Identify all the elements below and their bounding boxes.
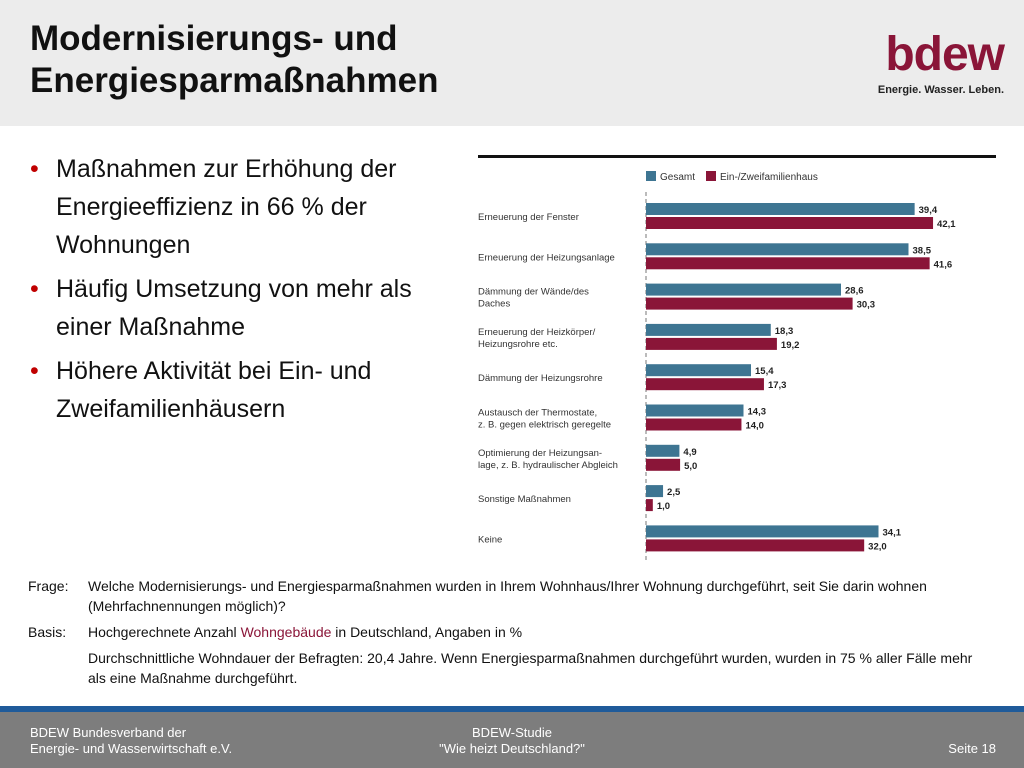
data-label: 28,6	[845, 286, 864, 297]
footer-org-line-1: BDEW Bundesverband der	[30, 725, 187, 740]
logo-tagline: Energie. Wasser. Leben.	[877, 84, 1004, 96]
footer-organization: BDEW Bundesverband der Energie- und Wass…	[30, 725, 232, 757]
title-line-1: Modernisierungs- und	[30, 19, 398, 58]
title-line-2: Energiesparmaßnahmen	[30, 61, 439, 100]
data-label: 41,6	[934, 259, 953, 270]
basis-highlight: Wohngebäude	[240, 624, 332, 640]
bar	[646, 485, 664, 498]
legend-label: Gesamt	[660, 172, 695, 183]
notes-section: Frage: Welche Modernisierungs- und Energ…	[28, 576, 988, 694]
bar	[646, 203, 915, 215]
footer-study-line-1: BDEW-Studie	[472, 725, 552, 740]
bar	[646, 243, 909, 256]
note-question: Frage: Welche Modernisierungs- und Energ…	[28, 576, 988, 616]
category-label: Optimierung der Heizungsan-	[478, 448, 602, 459]
legend-label: Ein-/Zweifamilienhaus	[720, 172, 818, 183]
question-text: Welche Modernisierungs- und Energiesparm…	[88, 578, 927, 614]
bar	[646, 364, 751, 377]
logo-wordmark: bdew	[885, 28, 1005, 81]
footer-accent-bar	[0, 706, 1024, 712]
data-label: 30,3	[857, 300, 876, 311]
bar	[646, 525, 879, 538]
question-label: Frage:	[28, 578, 69, 594]
bar	[646, 217, 934, 229]
bullet-list: Maßnahmen zur Erhöhung der Energieeffizi…	[30, 150, 440, 434]
data-label: 14,3	[748, 407, 767, 418]
legend-swatch	[646, 171, 656, 181]
bar	[646, 257, 930, 270]
basis-text-start: Hochgerechnete Anzahl	[88, 624, 241, 640]
bar	[646, 539, 865, 552]
data-label: 1,0	[657, 501, 670, 512]
footer-study-line-2: "Wie heizt Deutschland?"	[439, 741, 585, 756]
bar	[646, 499, 653, 512]
category-label: Daches	[478, 299, 510, 310]
bullet-item: Höhere Aktivität bei Ein- und Zweifamili…	[30, 352, 440, 428]
basis-text-end: in Deutschland, Angaben in %	[331, 624, 523, 640]
category-label: Sonstige Maßnahmen	[478, 494, 571, 505]
note-extra: Durchschnittliche Wohndauer der Befragte…	[28, 648, 988, 688]
legend-swatch	[706, 171, 716, 181]
slide-footer: BDEW Bundesverband der Energie- und Wass…	[0, 712, 1024, 768]
category-label: Dämmung der Wände/des	[478, 287, 589, 298]
data-label: 18,3	[775, 326, 794, 337]
category-label: Erneuerung der Heizkörper/	[478, 327, 596, 338]
bar	[646, 283, 841, 296]
bdew-logo: bdew Energie. Wasser. Leben.	[868, 28, 1005, 97]
slide-title: Modernisierungs- und Energiesparmaßnahme…	[30, 18, 438, 102]
bar	[646, 323, 771, 336]
note-basis: Basis: Hochgerechnete Anzahl Wohngebäude…	[28, 622, 988, 642]
basis-label: Basis:	[28, 624, 67, 640]
data-label: 32,0	[868, 541, 887, 552]
category-label: lage, z. B. hydraulischer Abgleich	[478, 460, 618, 471]
extra-text: Durchschnittliche Wohndauer der Befragte…	[88, 650, 973, 686]
data-label: 38,5	[913, 245, 932, 256]
category-label: Dämmung der Heizungsrohre	[478, 373, 603, 384]
category-label: Erneuerung der Fenster	[478, 212, 579, 223]
chart-top-rule	[478, 155, 996, 158]
bar-chart: Gesamt Ein-/Zweifamilienhaus Erneuerung de…	[478, 171, 956, 560]
bullet-item: Häufig Umsetzung von mehr als einer Maßn…	[30, 270, 440, 346]
data-label: 5,0	[684, 461, 697, 472]
data-label: 15,4	[755, 366, 774, 377]
bar	[646, 458, 681, 471]
page-number: Seite 18	[948, 741, 996, 756]
bar	[646, 418, 742, 431]
data-label: 17,3	[768, 380, 787, 391]
data-label: 14,0	[745, 421, 764, 432]
bar	[646, 337, 777, 350]
data-label: 42,1	[937, 219, 956, 230]
category-label: Austausch der Thermostate,	[478, 408, 597, 419]
basis-text: Hochgerechnete Anzahl Wohngebäude in Deu…	[88, 622, 988, 642]
data-label: 39,4	[919, 205, 938, 216]
footer-study: BDEW-Studie "Wie heizt Deutschland?"	[412, 725, 612, 757]
bar	[646, 378, 764, 391]
category-label: z. B. gegen elektrisch geregelte	[478, 420, 611, 431]
bullet-item: Maßnahmen zur Erhöhung der Energieeffizi…	[30, 150, 440, 264]
bar	[646, 297, 853, 310]
category-label: Heizungsrohre etc.	[478, 339, 558, 350]
category-label: Erneuerung der Heizungsanlage	[478, 252, 615, 263]
bar	[646, 404, 744, 417]
data-label: 2,5	[667, 487, 681, 498]
data-label: 4,9	[683, 447, 696, 458]
bar	[646, 444, 680, 457]
data-label: 34,1	[883, 527, 902, 538]
data-label: 19,2	[781, 340, 800, 351]
category-label: Keine	[478, 534, 502, 545]
slide-header: Modernisierungs- und Energiesparmaßnahme…	[0, 0, 1024, 126]
footer-org-line-2: Energie- und Wasserwirtschaft e.V.	[30, 741, 233, 756]
